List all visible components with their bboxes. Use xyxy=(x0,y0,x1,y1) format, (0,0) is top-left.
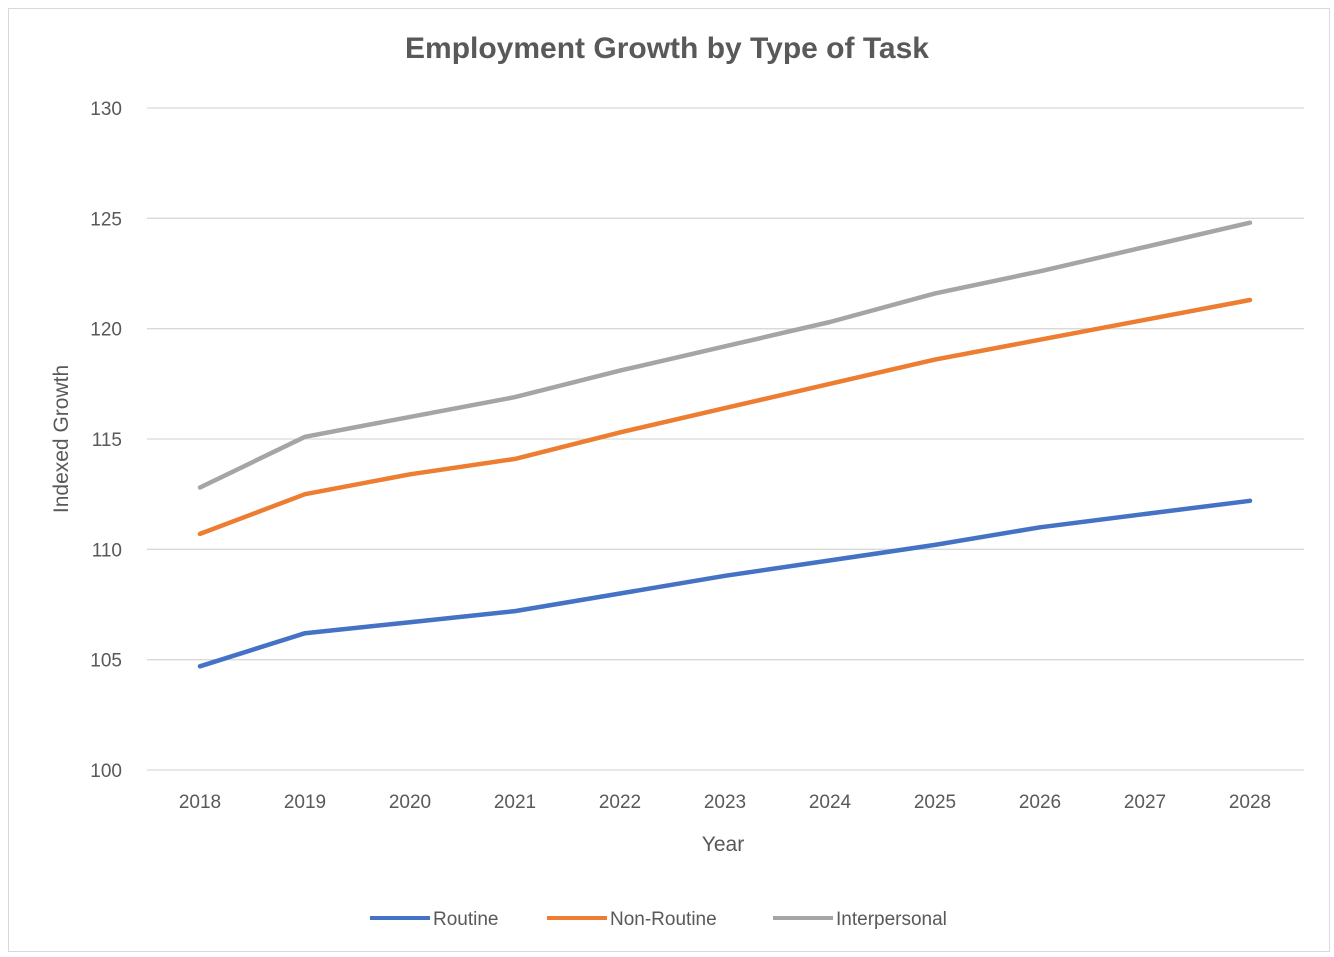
x-tick-label: 2027 xyxy=(1124,792,1166,813)
series-line-non-routine xyxy=(197,297,1253,537)
x-tick-label: 2019 xyxy=(284,792,326,813)
x-tick-label: 2022 xyxy=(599,792,641,813)
y-tick-label: 110 xyxy=(92,540,122,561)
series-lines xyxy=(197,220,1253,669)
x-tick-label: 2024 xyxy=(809,792,852,813)
x-tick-label: 2025 xyxy=(914,792,956,813)
y-tick-label: 105 xyxy=(90,651,122,672)
chart-title: Employment Growth by Type of Task xyxy=(405,32,929,65)
y-tick-label: 100 xyxy=(90,761,122,782)
x-tick-label: 2023 xyxy=(704,792,746,813)
x-axis-title: Year xyxy=(702,833,744,856)
x-tick-label: 2026 xyxy=(1019,792,1061,813)
y-tick-label: 115 xyxy=(92,430,122,451)
y-axis-ticks: 100 105 110 115 120 125 130 xyxy=(90,99,122,782)
x-tick-label: 2021 xyxy=(494,792,536,813)
chart-frame xyxy=(8,8,1330,952)
legend-item-routine: Routine xyxy=(370,909,499,930)
series-line-interpersonal xyxy=(197,220,1253,490)
legend-item-interpersonal: Interpersonal xyxy=(773,909,947,930)
x-tick-label: 2018 xyxy=(179,792,221,813)
legend-label-routine: Routine xyxy=(433,909,499,930)
legend-label-non-routine: Non-Routine xyxy=(610,909,717,930)
gridlines xyxy=(147,107,1304,771)
legend-item-non-routine: Non-Routine xyxy=(547,909,717,930)
legend: Routine Non-Routine Interpersonal xyxy=(370,909,947,930)
y-tick-label: 120 xyxy=(90,320,122,341)
y-axis-title: Indexed Growth xyxy=(50,365,73,513)
legend-label-interpersonal: Interpersonal xyxy=(836,909,947,930)
y-tick-label: 130 xyxy=(90,99,122,120)
x-tick-label: 2028 xyxy=(1229,792,1271,813)
x-tick-label: 2020 xyxy=(389,792,431,813)
x-axis-ticks: 2018 2019 2020 2021 2022 2023 2024 2025 2026 2027… xyxy=(179,792,1271,813)
y-tick-label: 125 xyxy=(90,209,122,230)
series-line-routine xyxy=(197,498,1253,669)
